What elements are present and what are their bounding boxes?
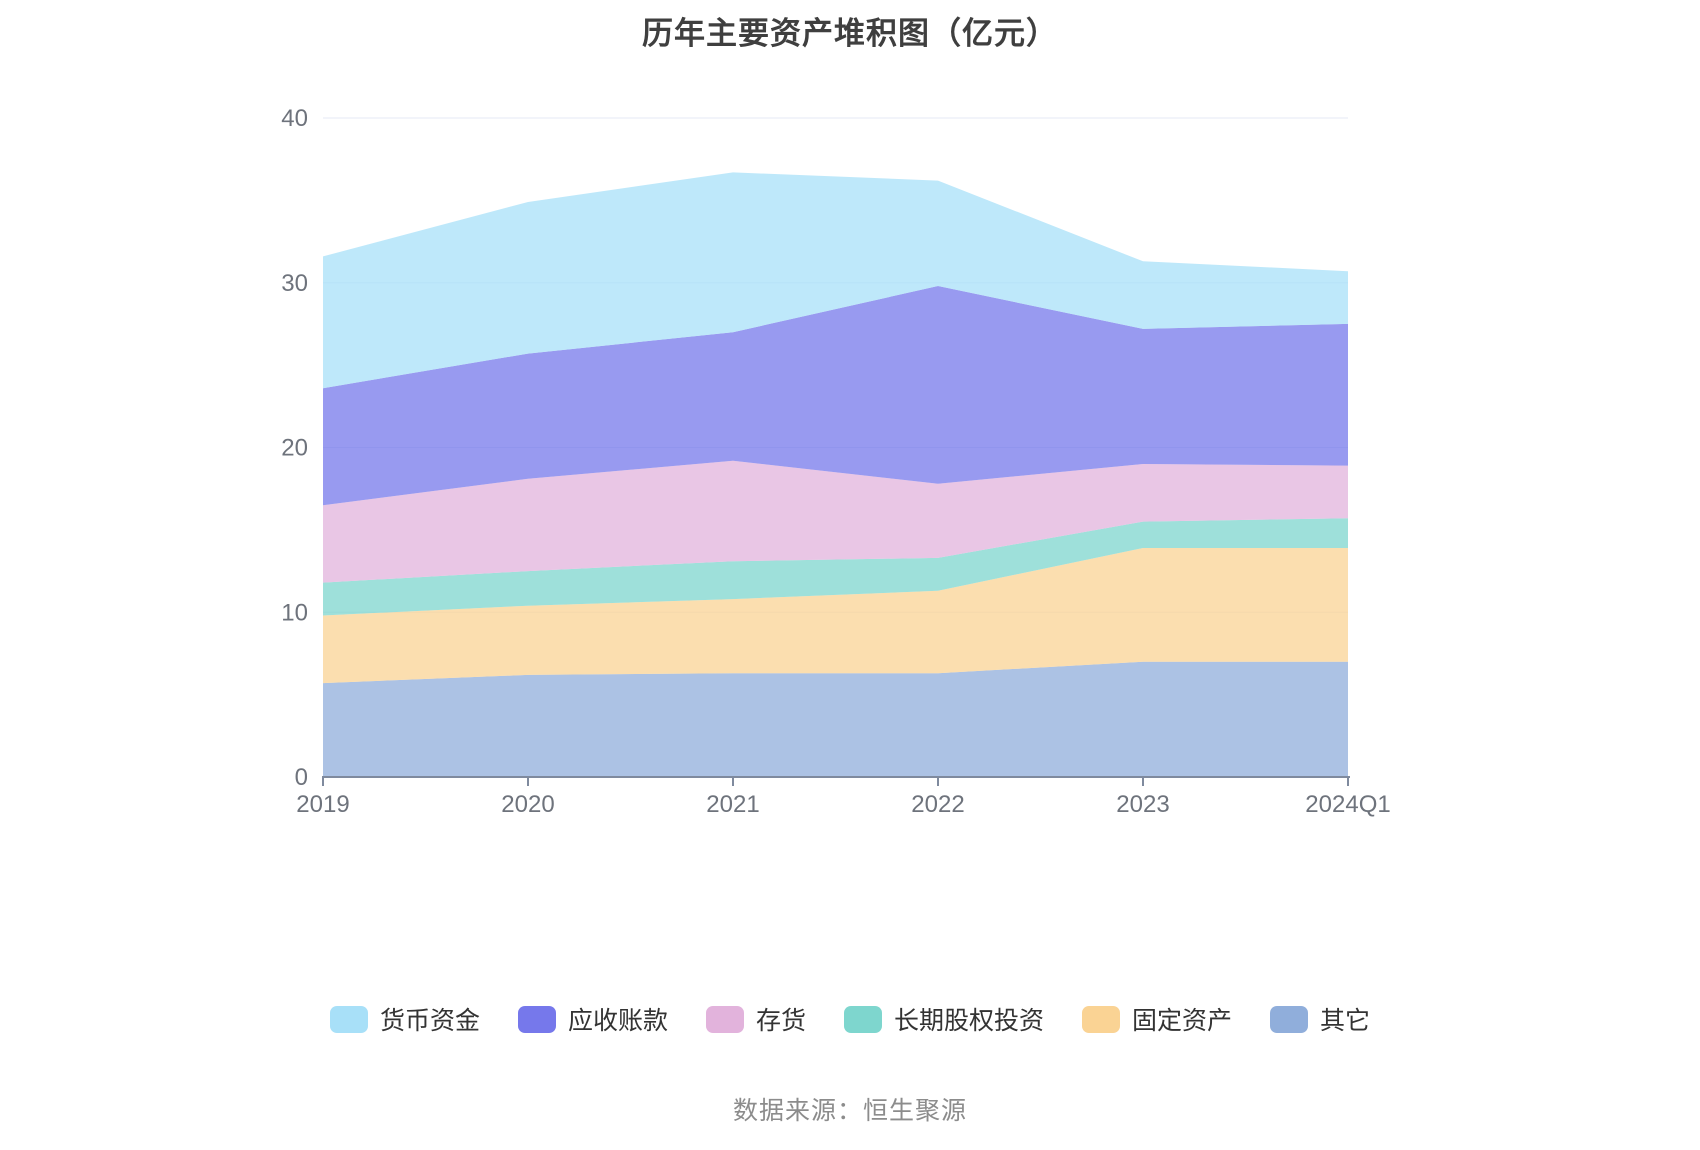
legend-item-inventory[interactable]: 存货 xyxy=(705,1001,806,1037)
legend-swatch-long-term-equity-investment xyxy=(844,1005,882,1033)
legend-label-monetary-funds: 货币资金 xyxy=(379,1007,480,1035)
legend: 货币资金 应收账款 存货 长期股权投资 固定资产 其它 xyxy=(0,1001,1700,1037)
x-axis-label-2024Q1: 2024Q1 xyxy=(1305,791,1390,818)
legend-swatch-other xyxy=(1270,1005,1309,1033)
area-fixed-assets xyxy=(323,548,1348,684)
legend-item-accounts-receivable[interactable]: 应收账款 xyxy=(517,1001,668,1037)
area-other xyxy=(323,661,1348,777)
x-axis-label-2023: 2023 xyxy=(1116,791,1169,818)
area-accounts-receivable xyxy=(323,286,1348,506)
stacked-area-chart: 0 10 20 30 40 2019 2020 2021 2022 2023 2024Q1 xyxy=(281,105,1390,818)
legend-swatch-inventory xyxy=(705,1005,744,1033)
y-axis-label-0: 0 xyxy=(295,764,308,791)
legend-swatch-monetary-funds xyxy=(329,1005,368,1033)
y-axis-label-30: 30 xyxy=(281,270,308,297)
legend-item-monetary-funds[interactable]: 货币资金 xyxy=(329,1001,480,1037)
legend-label-inventory: 存货 xyxy=(755,1007,806,1035)
area-inventory xyxy=(323,460,1348,583)
chart-title: 历年主要资产堆积图（亿元） xyxy=(642,16,1058,51)
y-axis-label-20: 20 xyxy=(281,435,308,462)
x-axis-label-2022: 2022 xyxy=(911,791,964,818)
y-axis-label-10: 10 xyxy=(281,599,308,626)
legend-item-fixed-assets[interactable]: 固定资产 xyxy=(1082,1001,1232,1037)
x-axis xyxy=(322,776,1350,786)
legend-swatch-fixed-assets xyxy=(1082,1005,1121,1033)
data-source-note: 数据来源：恒生聚源 xyxy=(732,1097,967,1125)
legend-label-accounts-receivable: 应收账款 xyxy=(567,1007,668,1035)
legend-label-other: 其它 xyxy=(1320,1007,1371,1035)
legend-item-other[interactable]: 其它 xyxy=(1270,1001,1370,1037)
area-monetary-funds xyxy=(323,172,1348,389)
areas xyxy=(323,172,1348,777)
axis-labels: 0 10 20 30 40 2019 2020 2021 2022 2023 2024Q1 xyxy=(281,105,1390,818)
y-axis-label-40: 40 xyxy=(281,105,308,132)
legend-label-long-term-equity-investment: 长期股权投资 xyxy=(894,1007,1045,1035)
legend-label-fixed-assets: 固定资产 xyxy=(1132,1007,1233,1035)
legend-item-long-term-equity-investment[interactable]: 长期股权投资 xyxy=(844,1001,1044,1037)
x-axis-label-2021: 2021 xyxy=(706,791,759,818)
legend-swatch-accounts-receivable xyxy=(517,1005,556,1033)
x-axis-label-2019: 2019 xyxy=(296,791,349,818)
x-axis-label-2020: 2020 xyxy=(501,791,554,818)
area-long-term-equity-investment xyxy=(323,518,1348,616)
